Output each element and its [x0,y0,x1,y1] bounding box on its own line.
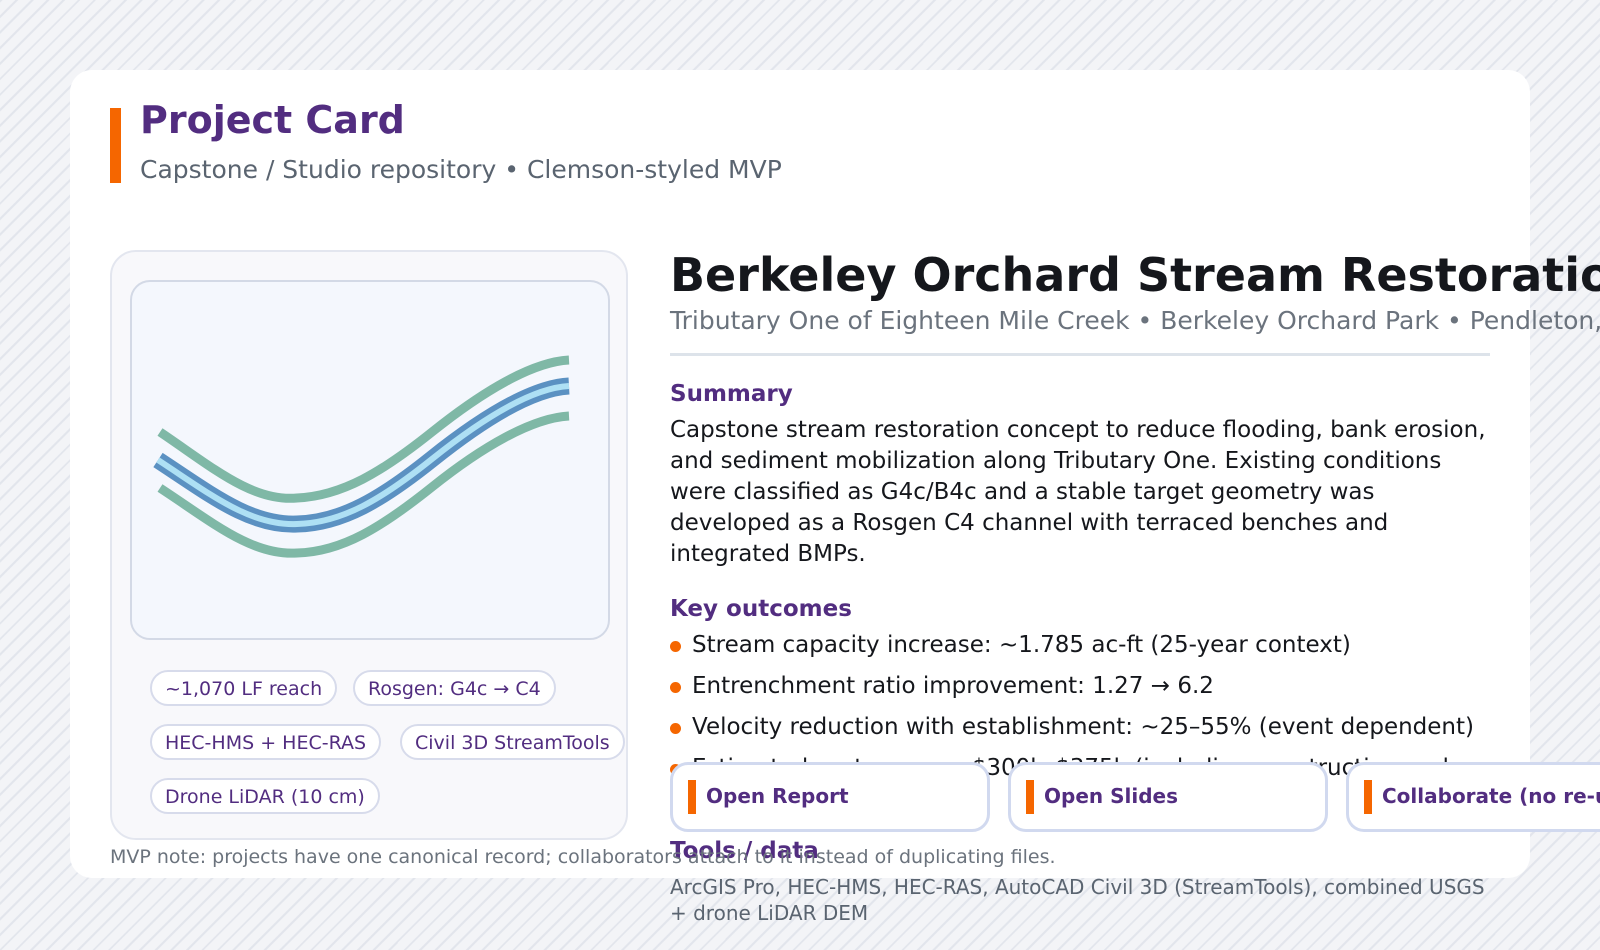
project-title: Berkeley Orchard Stream Restoration [670,248,1600,302]
tools-text: ArcGIS Pro, HEC-HMS, HEC-RAS, AutoCAD Ci… [670,875,1485,925]
tools-heading: Tools / data [670,838,819,864]
title-divider [670,353,1490,356]
bullet-icon [670,682,681,693]
collaborate-button[interactable]: Collaborate (no re-upload) [1346,762,1600,832]
page-subtitle: Capstone / Studio repository • Clemson-s… [140,155,782,184]
button-accent-bar [1026,780,1034,814]
chip-civil3d: Civil 3D StreamTools [400,724,625,760]
outcome-text: Stream capacity increase: ~1.785 ac-ft (… [692,632,1351,658]
stream-illustration [130,280,610,640]
chip-rosgen-classification: Rosgen: G4c → C4 [353,670,556,706]
chip-reach-length: ~1,070 LF reach [150,670,338,706]
button-accent-bar [688,780,696,814]
project-location: Tributary One of Eighteen Mile Creek • B… [670,306,1600,335]
open-report-button[interactable]: Open Report [670,762,990,832]
summary-heading: Summary [670,381,793,407]
outcomes-heading: Key outcomes [670,596,852,622]
outcome-text: Entrenchment ratio improvement: 1.27 → 6… [692,673,1214,699]
open-slides-label: Open Slides [1044,784,1178,808]
button-accent-bar [1364,780,1372,814]
list-item: Velocity reduction with establishment: ~… [670,714,1500,741]
collaborate-label: Collaborate (no re-upload) [1382,784,1600,808]
page-title: Project Card [140,98,405,142]
summary-text: Capstone stream restoration concept to r… [670,417,1486,567]
mvp-note: MVP note: projects have one canonical re… [110,846,1056,868]
bullet-icon [670,723,681,734]
bullet-icon [670,641,681,652]
stream-channel-icon [153,355,570,558]
header-accent-bar [110,108,121,183]
list-item: Entrenchment ratio improvement: 1.27 → 6… [670,673,1500,700]
list-item: Stream capacity increase: ~1.785 ac-ft (… [670,632,1500,659]
chip-drone-lidar: Drone LiDAR (10 cm) [150,778,380,814]
open-report-label: Open Report [706,784,849,808]
outcome-text: Velocity reduction with establishment: ~… [692,714,1474,740]
chip-hydraulic-models: HEC-HMS + HEC-RAS [150,724,382,760]
open-slides-button[interactable]: Open Slides [1008,762,1328,832]
